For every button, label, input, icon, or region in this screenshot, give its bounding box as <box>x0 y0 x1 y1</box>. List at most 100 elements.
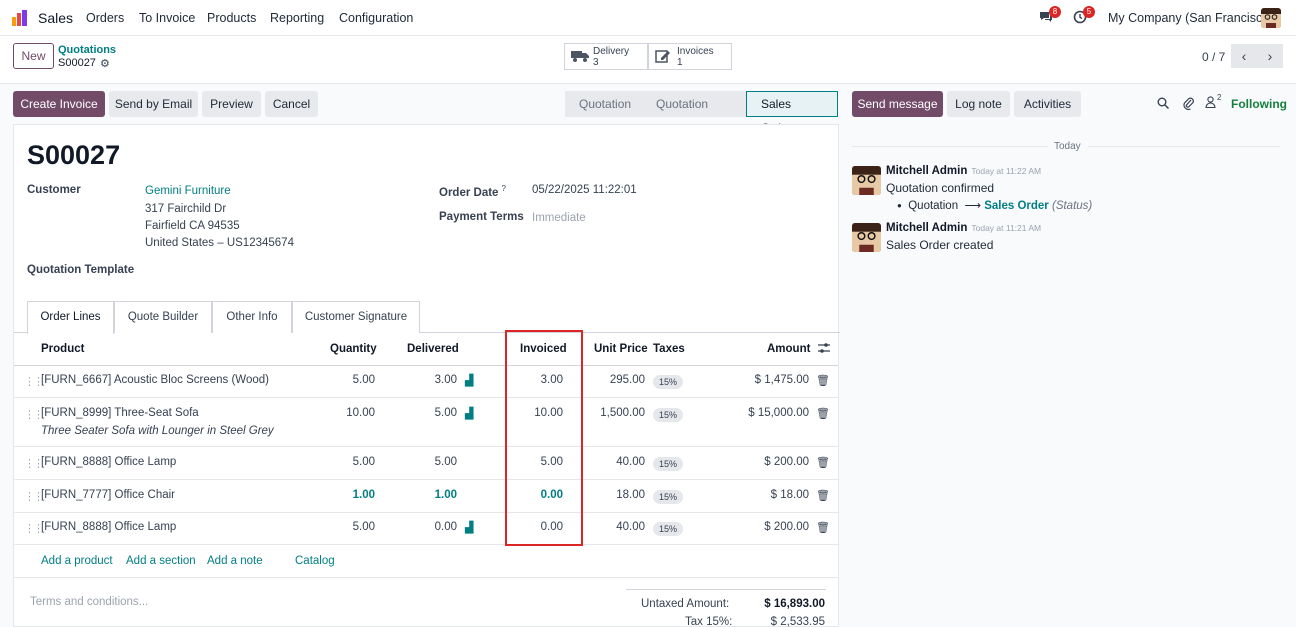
add-note-link[interactable]: Add a note <box>207 555 263 567</box>
send-message-button[interactable]: Send message <box>852 91 943 117</box>
pager-value[interactable]: 0 / 7 <box>1202 50 1226 64</box>
create-invoice-button[interactable]: Create Invoice <box>13 91 105 117</box>
trash-icon[interactable]: 🗑 <box>816 408 830 420</box>
table-row[interactable]: ⋮⋮ [FURN_8888] Office Lamp 5.00 5.00 5.0… <box>14 447 838 480</box>
delivered-cell[interactable]: 0.00 <box>434 521 457 533</box>
tax-badge[interactable]: 15% <box>653 522 684 536</box>
column-settings-icon[interactable] <box>818 342 830 357</box>
trash-icon[interactable]: 🗑 <box>816 375 830 387</box>
tax-badge[interactable]: 15% <box>653 457 684 471</box>
quantity-cell[interactable]: 1.00 <box>352 489 375 501</box>
quantity-cell[interactable]: 5.00 <box>352 521 375 533</box>
following-button[interactable]: Following <box>1231 97 1287 111</box>
forecast-chart-icon[interactable]: ▟ <box>465 375 474 387</box>
product-link[interactable]: [FURN_8888] Office Lamp <box>41 521 177 533</box>
tab-order-lines[interactable]: Order Lines <box>27 301 114 334</box>
product-link[interactable]: [FURN_8888] Office Lamp <box>41 456 177 468</box>
drag-handle-icon[interactable]: ⋮⋮ <box>24 491 44 503</box>
unit-price-cell[interactable]: 40.00 <box>616 456 645 468</box>
menu-reporting[interactable]: Reporting <box>270 11 325 25</box>
table-row[interactable]: ⋮⋮ [FURN_7777] Office Chair 1.00 1.00 0.… <box>14 480 838 513</box>
breadcrumb-quotations[interactable]: Quotations <box>58 44 117 56</box>
author-avatar[interactable] <box>852 166 881 195</box>
trash-icon[interactable]: 🗑 <box>816 522 830 534</box>
order-date-value[interactable]: 05/22/2025 11:22:01 <box>532 184 637 196</box>
author-avatar[interactable] <box>852 223 881 252</box>
delivered-cell[interactable]: 5.00 <box>434 456 457 468</box>
column-unit-price[interactable]: Unit Price <box>594 343 648 355</box>
drag-handle-icon[interactable]: ⋮⋮ <box>24 376 44 388</box>
app-name[interactable]: Sales <box>38 10 74 26</box>
unit-price-cell[interactable]: 40.00 <box>616 521 645 533</box>
help-icon[interactable]: ? <box>501 184 506 193</box>
terms-and-conditions-field[interactable]: Terms and conditions... <box>30 596 149 608</box>
paperclip-icon[interactable] <box>1182 96 1194 113</box>
column-taxes[interactable]: Taxes <box>653 343 685 355</box>
catalog-link[interactable]: Catalog <box>295 555 335 567</box>
pager-next-button[interactable]: › <box>1257 44 1283 68</box>
quantity-cell[interactable]: 10.00 <box>346 407 375 419</box>
delivered-cell[interactable]: 5.00 <box>434 407 457 419</box>
tab-quote-builder[interactable]: Quote Builder <box>114 301 212 333</box>
product-link[interactable]: [FURN_7777] Office Chair <box>41 489 176 501</box>
column-product[interactable]: Product <box>41 343 85 355</box>
delivered-cell[interactable]: 1.00 <box>434 489 457 501</box>
gear-icon[interactable]: ⚙ <box>100 58 110 70</box>
table-row[interactable]: ⋮⋮ [FURN_6667] Acoustic Bloc Screens (Wo… <box>14 365 838 398</box>
menu-configuration[interactable]: Configuration <box>339 11 414 25</box>
tax-badge[interactable]: 15% <box>653 408 684 422</box>
menu-to-invoice[interactable]: To Invoice <box>139 11 196 25</box>
drag-handle-icon[interactable]: ⋮⋮ <box>24 409 44 421</box>
menu-products[interactable]: Products <box>207 11 257 25</box>
tab-other-info[interactable]: Other Info <box>212 301 292 333</box>
user-avatar[interactable] <box>1261 8 1281 28</box>
table-row[interactable]: ⋮⋮ [FURN_8999] Three-Seat Sofa Three Sea… <box>14 398 838 447</box>
column-quantity[interactable]: Quantity <box>330 343 377 355</box>
trash-icon[interactable]: 🗑 <box>816 490 830 502</box>
activities-button[interactable]: 5 <box>1073 6 1095 26</box>
log-note-button[interactable]: Log note <box>947 91 1010 117</box>
add-product-link[interactable]: Add a product <box>41 555 113 567</box>
customer-name-link[interactable]: Gemini Furniture <box>145 185 231 197</box>
sales-app-icon[interactable] <box>11 9 29 27</box>
message-author[interactable]: Mitchell Admin Today at 11:21 AM <box>886 222 1042 234</box>
tax-badge[interactable]: 15% <box>653 490 684 504</box>
message-author[interactable]: Mitchell Admin Today at 11:22 AM <box>886 165 1042 177</box>
send-by-email-button[interactable]: Send by Email <box>109 91 198 117</box>
company-switcher[interactable]: My Company (San Francisco) <box>1108 11 1274 25</box>
trash-icon[interactable]: 🗑 <box>816 457 830 469</box>
pager-previous-button[interactable]: ‹ <box>1231 44 1257 68</box>
tab-customer-signature[interactable]: Customer Signature <box>292 301 420 333</box>
status-quotation[interactable]: Quotation <box>565 91 642 117</box>
messages-button[interactable]: 8 <box>1039 6 1061 26</box>
tax-badge[interactable]: 15% <box>653 375 684 389</box>
preview-button[interactable]: Preview <box>202 91 261 117</box>
new-button[interactable]: New <box>13 43 54 69</box>
product-link[interactable]: [FURN_6667] Acoustic Bloc Screens (Wood) <box>41 374 269 386</box>
drag-handle-icon[interactable]: ⋮⋮ <box>24 523 44 535</box>
delivery-smart-button[interactable]: Delivery 3 <box>564 43 648 70</box>
unit-price-cell[interactable]: 18.00 <box>616 489 645 501</box>
status-sales-order[interactable]: Sales Order <box>746 91 838 135</box>
drag-handle-icon[interactable]: ⋮⋮ <box>24 458 44 470</box>
activities-button[interactable]: Activities <box>1014 91 1081 117</box>
add-section-link[interactable]: Add a section <box>126 555 196 567</box>
quantity-cell[interactable]: 5.00 <box>352 456 375 468</box>
quantity-cell[interactable]: 5.00 <box>352 374 375 386</box>
unit-price-cell[interactable]: 295.00 <box>609 374 645 386</box>
forecast-chart-icon[interactable]: ▟ <box>465 408 474 420</box>
invoices-smart-button[interactable]: Invoices 1 <box>648 43 732 70</box>
column-invoiced[interactable]: Invoiced <box>520 343 567 355</box>
cancel-button[interactable]: Cancel <box>265 91 318 117</box>
menu-orders[interactable]: Orders <box>86 11 125 25</box>
delivered-cell[interactable]: 3.00 <box>434 374 457 386</box>
payment-terms-value[interactable]: Immediate <box>532 212 586 224</box>
column-amount[interactable]: Amount <box>767 343 811 355</box>
product-link[interactable]: [FURN_8999] Three-Seat Sofa <box>41 407 199 419</box>
status-quotation-sent[interactable]: Quotation Sent <box>642 91 746 137</box>
search-icon[interactable] <box>1157 97 1170 112</box>
unit-price-cell[interactable]: 1,500.00 <box>600 407 645 419</box>
column-delivered[interactable]: Delivered <box>407 343 459 355</box>
followers-button[interactable]: 2 <box>1205 93 1221 111</box>
forecast-chart-icon[interactable]: ▟ <box>465 522 474 534</box>
